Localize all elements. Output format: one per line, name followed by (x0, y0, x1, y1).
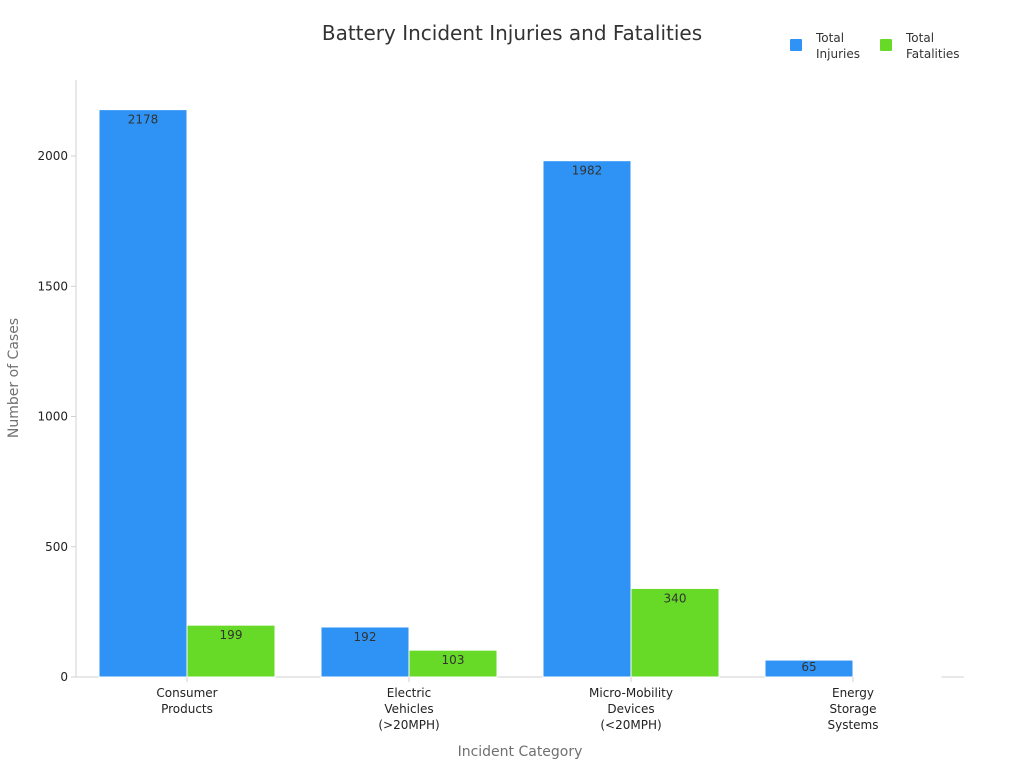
x-tick-label: Micro-Mobility Devices (<20MPH) (589, 686, 673, 732)
x-tick-label: Energy Storage Systems (828, 686, 879, 732)
legend-label-line: Fatalities (906, 47, 960, 61)
y-axis-ticks: 0 500 1000 1500 2000 (37, 149, 76, 684)
legend-label-line: Injuries (816, 47, 860, 61)
y-axis-title: Number of Cases (6, 318, 22, 438)
y-tick-label: 0 (60, 670, 68, 684)
injuries-bar (98, 109, 188, 678)
legend-label: Total Fatalities (905, 31, 960, 61)
x-tick-label: Consumer Products (156, 686, 217, 716)
data-label: 199 (220, 628, 243, 642)
x-tick-label-line: Products (161, 702, 213, 716)
legend: Total Injuries Total Fatalities (790, 31, 960, 61)
data-label: 2178 (128, 113, 159, 127)
x-tick-label-line: (<20MPH) (600, 718, 661, 732)
x-tick-label-line: Energy (832, 686, 874, 700)
data-label: 103 (442, 653, 465, 667)
fatalities-bar (186, 624, 276, 678)
data-label: 192 (354, 630, 377, 644)
x-tick-label-line: Vehicles (384, 702, 433, 716)
legend-swatch-injuries (790, 39, 802, 51)
bars: 2178 192 1982 65 199 103 340 (98, 109, 942, 678)
x-tick-label-line: Devices (607, 702, 654, 716)
x-tick-label-line: Micro-Mobility (589, 686, 673, 700)
legend-label-line: Total (815, 31, 844, 45)
x-tick-label-line: Consumer (156, 686, 217, 700)
legend-label-line: Total (905, 31, 934, 45)
injuries-bar (320, 626, 410, 678)
y-tick-label: 500 (45, 540, 68, 554)
x-tick-label-line: Systems (828, 718, 879, 732)
fatalities-bar (852, 675, 942, 678)
data-label: 65 (801, 660, 816, 674)
injuries-bar (764, 659, 854, 678)
chart-title: Battery Incident Injuries and Fatalities (322, 21, 702, 45)
y-tick-label: 1500 (37, 279, 68, 293)
x-axis-ticks: Consumer Products Electric Vehicles (>20MPH)… (156, 677, 879, 732)
y-tick-label: 1000 (37, 410, 68, 424)
data-label: 1982 (572, 164, 603, 178)
x-tick-label: Electric Vehicles (>20MPH) (378, 686, 439, 732)
x-tick-label-line: (>20MPH) (378, 718, 439, 732)
legend-label: Total Injuries (815, 31, 860, 61)
injuries-bar (542, 160, 632, 678)
fatalities-bar (408, 649, 498, 678)
x-tick-label-line: Electric (387, 686, 431, 700)
data-label: 340 (664, 591, 687, 605)
y-tick-label: 2000 (37, 149, 68, 163)
x-tick-label-line: Storage (830, 702, 877, 716)
legend-swatch-fatalities (880, 39, 892, 51)
fatalities-bar (630, 587, 720, 678)
x-axis-title: Incident Category (458, 744, 583, 760)
